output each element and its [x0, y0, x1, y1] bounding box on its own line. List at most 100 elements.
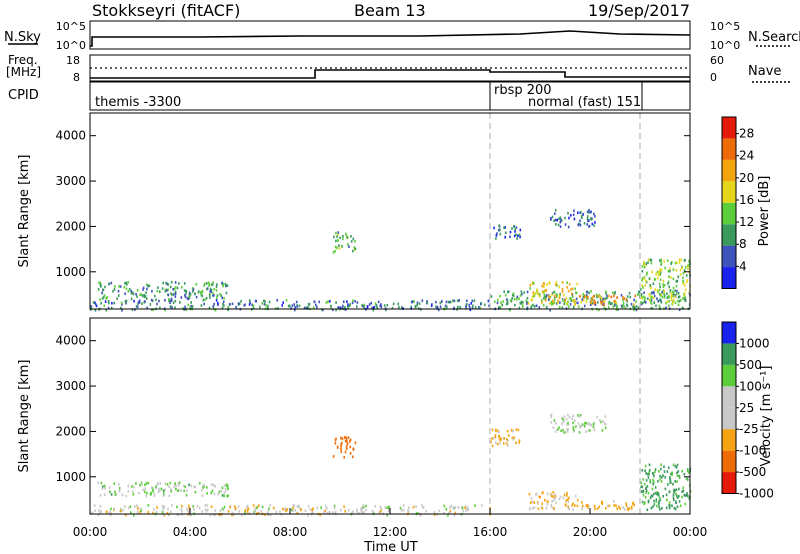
echo-cell: [340, 447, 342, 451]
echo-cell: [155, 510, 158, 514]
echo-cell: [543, 285, 545, 288]
echo-cell: [557, 299, 559, 303]
echo-cell: [566, 494, 568, 497]
echo-cell: [346, 442, 349, 446]
echo-cell: [674, 295, 676, 299]
echo-cell: [342, 300, 345, 304]
echo-cell: [577, 223, 579, 227]
echo-cell: [286, 508, 289, 511]
echo-cell: [544, 295, 546, 298]
echo-cell: [269, 513, 272, 517]
echo-cell: [196, 504, 199, 508]
echo-cell: [414, 305, 417, 309]
echo-cell: [120, 301, 123, 305]
echo-cell: [267, 513, 270, 516]
echo-cell: [497, 298, 499, 302]
echo-cell: [604, 297, 607, 300]
echo-cell: [560, 218, 562, 221]
echo-cell: [329, 300, 331, 303]
x-tick-label: 04:00: [173, 525, 208, 539]
echo-cell: [221, 486, 224, 490]
echo-cell: [604, 415, 607, 418]
echo-cell: [227, 510, 230, 513]
echo-cell: [543, 296, 545, 300]
echo-cell: [647, 261, 649, 264]
colorbar-tick-label: 4: [739, 259, 747, 273]
nsky-left-top: 10^5: [56, 20, 86, 33]
echo-cell: [676, 471, 678, 475]
echo-cell: [213, 302, 215, 306]
echo-cell: [209, 296, 211, 299]
echo-cell: [633, 303, 635, 306]
echo-cell: [669, 269, 671, 273]
echo-cell: [146, 306, 148, 310]
echo-cell: [98, 508, 100, 512]
echo-cell: [144, 483, 146, 487]
echo-cell: [323, 510, 325, 514]
echo-cell: [313, 300, 316, 304]
echo-cell: [231, 302, 234, 306]
echo-cell: [218, 490, 221, 494]
echo-cell: [598, 505, 601, 509]
echo-cell: [512, 437, 514, 441]
echo-cell: [279, 510, 281, 514]
echo-cell: [170, 299, 173, 302]
echo-cell: [332, 308, 334, 312]
echo-cell: [535, 493, 537, 496]
echo-cell: [136, 504, 138, 507]
echo-cell: [646, 472, 649, 476]
echo-cell: [567, 423, 570, 426]
echo-cell: [561, 281, 564, 284]
echo-cell: [559, 225, 562, 228]
echo-cell: [94, 303, 97, 306]
echo-cell: [683, 292, 686, 295]
echo-cell: [145, 291, 147, 294]
cpid-label: CPID: [8, 88, 39, 103]
echo-cell: [548, 302, 551, 305]
echo-cell: [293, 303, 296, 306]
echo-cell: [265, 303, 267, 307]
echo-cell: [541, 502, 544, 505]
echo-cell: [602, 297, 605, 301]
echo-cell: [246, 506, 248, 509]
echo-cell: [672, 268, 675, 271]
colorbar-segment: [722, 224, 736, 246]
echo-cell: [566, 430, 569, 433]
echo-cell: [127, 290, 130, 293]
echo-cell: [660, 261, 663, 265]
echo-cell: [577, 414, 579, 417]
echo-cell: [118, 285, 120, 288]
echo-cell: [157, 286, 159, 289]
echo-cell: [210, 290, 212, 294]
echo-cell: [686, 492, 688, 495]
echo-cell: [640, 485, 642, 489]
echo-cell: [572, 502, 574, 505]
echo-cell: [352, 299, 354, 302]
echo-cell: [630, 302, 633, 306]
echo-cell: [223, 297, 225, 300]
echo-cell: [656, 270, 659, 274]
echo-cell: [683, 284, 686, 287]
echo-cell: [572, 428, 575, 431]
echo-cell: [512, 294, 515, 297]
echo-cell: [521, 301, 524, 304]
echo-cell: [370, 301, 372, 305]
echo-cell: [226, 483, 228, 486]
echo-cell: [342, 304, 344, 308]
echo-cell: [222, 300, 225, 304]
echo-cell: [676, 494, 678, 497]
echo-cell: [673, 506, 676, 510]
echo-cell: [244, 509, 247, 512]
echo-cell: [332, 511, 334, 514]
echo-cell: [465, 508, 468, 511]
echo-cell: [107, 301, 110, 305]
echo-cell: [157, 482, 159, 485]
echo-cell: [498, 437, 501, 441]
echo-cell: [557, 301, 559, 304]
echo-cell: [586, 297, 588, 300]
echo-cell: [685, 274, 688, 277]
echo-cell: [661, 507, 663, 510]
echo-cell: [541, 298, 543, 302]
echo-cell: [412, 505, 415, 509]
echo-cell: [345, 232, 347, 236]
